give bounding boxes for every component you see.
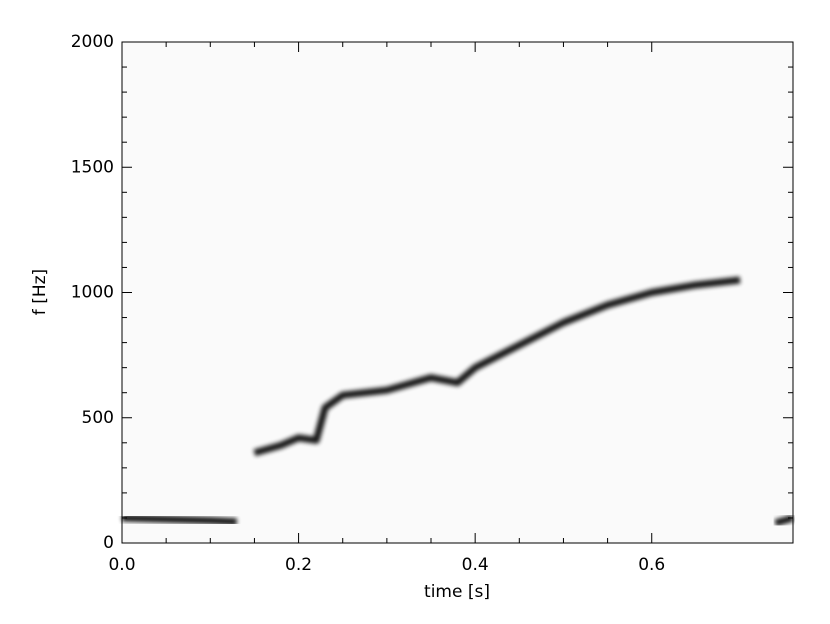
y-tick-label: 500 <box>82 408 114 428</box>
x-tick-label: 0.4 <box>462 555 489 575</box>
x-axis-label: time [s] <box>424 582 490 602</box>
y-tick-label: 0 <box>103 533 114 553</box>
x-tick-label: 0.0 <box>108 555 135 575</box>
ridge-line <box>253 276 741 457</box>
x-tick-label: 0.2 <box>285 555 312 575</box>
plot-background <box>122 42 793 543</box>
ridge-line <box>774 514 794 527</box>
y-tick-label: 1000 <box>71 283 114 303</box>
y-tick-label: 2000 <box>71 32 114 52</box>
x-tick-label: 0.6 <box>638 555 665 575</box>
ridge-line <box>121 514 237 526</box>
y-axis-label: f [Hz] <box>30 269 50 315</box>
y-tick-label: 1500 <box>71 157 114 177</box>
